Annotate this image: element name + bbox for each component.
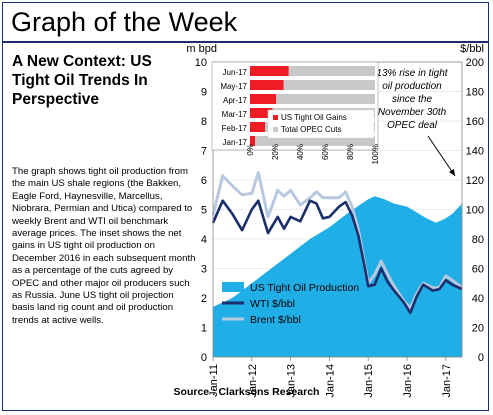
x-tick-label: Jan-17	[441, 364, 453, 398]
annotation-text: OPEC deal	[387, 120, 438, 131]
x-tick-label: Jan-15	[363, 364, 375, 398]
inset-bar-gains	[250, 108, 273, 118]
right-axis-tick-label: 120	[466, 175, 484, 187]
legend-swatch	[222, 282, 244, 292]
x-tick-label: Jan-11	[208, 364, 220, 397]
inset-legend-label: US Tight Oil Gains	[281, 113, 347, 122]
x-tick-label: Jan-14	[324, 364, 336, 398]
right-axis-tick-label: 200	[466, 57, 484, 69]
right-axis-tick-label: 140	[466, 146, 484, 158]
inset-bar-gains	[250, 136, 255, 146]
annotation-arrowhead	[449, 169, 455, 176]
inset-x-tick-label: 100%	[371, 144, 380, 164]
banner-title: Graph of the Week	[11, 7, 238, 37]
article-description: The graph shows tight oil production fro…	[12, 166, 196, 326]
left-axis-tick-label: 4	[201, 234, 207, 246]
x-tick-label: Jan-16	[402, 364, 414, 398]
annotation-text: since the	[392, 94, 432, 105]
inset-x-tick-label: 20%	[271, 144, 280, 160]
right-axis-tick-label: 80	[472, 234, 484, 246]
right-axis-tick-label: 100	[466, 205, 484, 217]
left-axis-tick-label: 6	[201, 175, 207, 187]
inset-x-tick-label: 0%	[246, 144, 255, 156]
inset-category-label: May-17	[220, 82, 247, 91]
inset-category-label: Jun-17	[223, 68, 248, 77]
left-axis-tick-label: 9	[201, 87, 207, 99]
inset-legend-box	[267, 109, 375, 139]
inset-category-label: Mar-17	[222, 110, 248, 119]
inset-bar-gains	[250, 66, 289, 76]
inset-x-tick-label: 40%	[296, 144, 305, 160]
right-axis-tick-label: 20	[472, 323, 484, 335]
inset-x-tick-label: 60%	[321, 144, 330, 160]
left-axis-tick-label: 8	[201, 116, 207, 128]
left-axis-tick-label: 3	[201, 264, 207, 276]
left-axis-tick-label: 7	[201, 146, 207, 158]
right-axis-tick-label: 160	[466, 116, 484, 128]
left-axis-tick-label: 5	[201, 205, 207, 217]
inset-bar-gains	[250, 94, 277, 104]
inset-legend-label: Total OPEC Cuts	[281, 125, 341, 134]
inset-bar-gains	[250, 80, 284, 90]
inset-category-label: Jan-17	[223, 138, 248, 147]
inset-bar-opec	[288, 66, 375, 76]
inset-legend-swatch	[273, 127, 278, 132]
right-axis-title: $/bbl	[460, 43, 484, 55]
annotation-text: 13% rise in tight	[376, 68, 448, 79]
left-axis-tick-label: 2	[201, 293, 207, 305]
inset-x-tick-label: 80%	[346, 144, 355, 160]
annotation-text: November 30th	[378, 107, 447, 118]
wti-line	[211, 199, 463, 315]
legend-label: US Tight Oil Production	[250, 282, 359, 294]
right-axis-tick-label: 60	[472, 264, 484, 276]
x-tick-label: Jan-13	[286, 364, 298, 398]
annotation-arrow	[427, 135, 456, 177]
left-axis-tick-label: 10	[195, 57, 207, 69]
legend-label: Brent $/bbl	[250, 314, 301, 326]
inset-bar-opec	[276, 94, 375, 104]
inset-legend-swatch	[273, 115, 278, 120]
production-area	[213, 196, 462, 357]
page-frame	[2, 2, 489, 411]
right-axis-tick-label: 40	[472, 293, 484, 305]
inset-bar-opec	[283, 80, 375, 90]
inset-category-label: Feb-17	[222, 124, 248, 133]
inset-bar-gains	[250, 122, 265, 132]
left-axis-tick-label: 0	[201, 352, 207, 364]
left-axis-tick-label: 1	[201, 323, 207, 335]
inset-category-label: Apr-17	[223, 96, 248, 105]
legend-label: WTI $/bbl	[250, 298, 295, 310]
right-axis-tick-label: 0	[478, 352, 484, 364]
x-tick-label: Jan-12	[247, 364, 259, 398]
left-axis-title: m bpd	[186, 43, 217, 55]
right-axis-tick-label: 180	[466, 87, 484, 99]
banner: Graph of the Week	[3, 3, 488, 43]
source-credit: Source : Clarksons Research	[173, 386, 320, 398]
article-headline: A New Context: US Tight Oil Trends In Pe…	[12, 53, 152, 108]
annotation-text: oil production	[382, 81, 442, 92]
inset-bar-opec	[255, 136, 375, 146]
